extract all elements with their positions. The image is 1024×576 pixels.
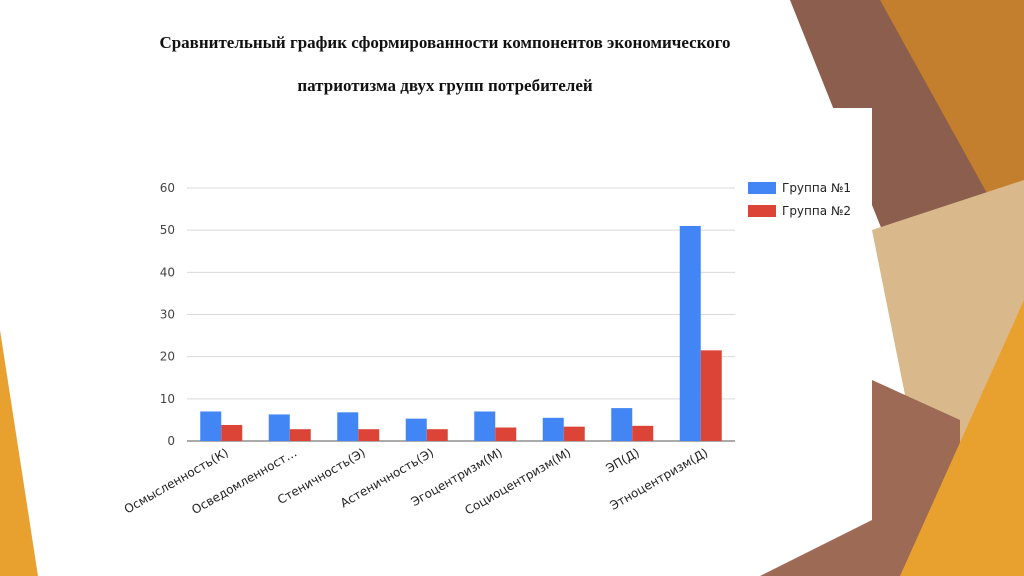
decor-shape-brown-bottom xyxy=(760,380,960,576)
legend-label: Группа №2 xyxy=(782,204,851,218)
y-tick-label: 20 xyxy=(160,350,175,364)
y-tick-label: 40 xyxy=(160,265,175,279)
decor-shape-left xyxy=(0,330,38,576)
chart-panel: 0 10 20 30 40 50 60 Осмысленность(К) Осведомленн… xyxy=(120,108,872,520)
bar-series2 xyxy=(495,427,517,441)
bar-chart: 0102030405060Осмысленность(К)Осведомленн… xyxy=(122,181,851,518)
slide-title-line2: патриотизма двух групп потребителей xyxy=(297,76,593,95)
legend-swatch xyxy=(748,205,776,217)
bar-series1 xyxy=(337,412,359,441)
decor-shape-orange-bottom xyxy=(900,300,1024,576)
legend-label: Группа №1 xyxy=(782,181,851,195)
bar-series2 xyxy=(563,426,585,441)
bar-series2 xyxy=(426,429,448,441)
bar-series2 xyxy=(700,350,722,441)
bar-series1 xyxy=(200,411,222,441)
y-tick-label: 10 xyxy=(160,392,175,406)
y-tick-label: 0 xyxy=(167,434,175,448)
bar-series1 xyxy=(405,418,427,441)
bar-series1 xyxy=(611,408,633,441)
bar-series2 xyxy=(632,425,654,441)
bar-series1 xyxy=(542,417,564,441)
y-tick-label: 60 xyxy=(160,181,175,195)
bar-series2 xyxy=(221,424,243,441)
bar-series1 xyxy=(474,411,496,441)
x-tick-label: ЭП(Д) xyxy=(603,445,641,475)
slide-title-line1: Сравнительный график сформированности ко… xyxy=(159,33,731,52)
y-tick-label: 50 xyxy=(160,223,175,237)
bar-series2 xyxy=(289,429,311,441)
legend-swatch xyxy=(748,182,776,194)
bar-series1 xyxy=(679,225,701,441)
bar-series2 xyxy=(358,429,380,441)
bar-series1 xyxy=(268,414,290,441)
y-tick-label: 30 xyxy=(160,308,175,322)
